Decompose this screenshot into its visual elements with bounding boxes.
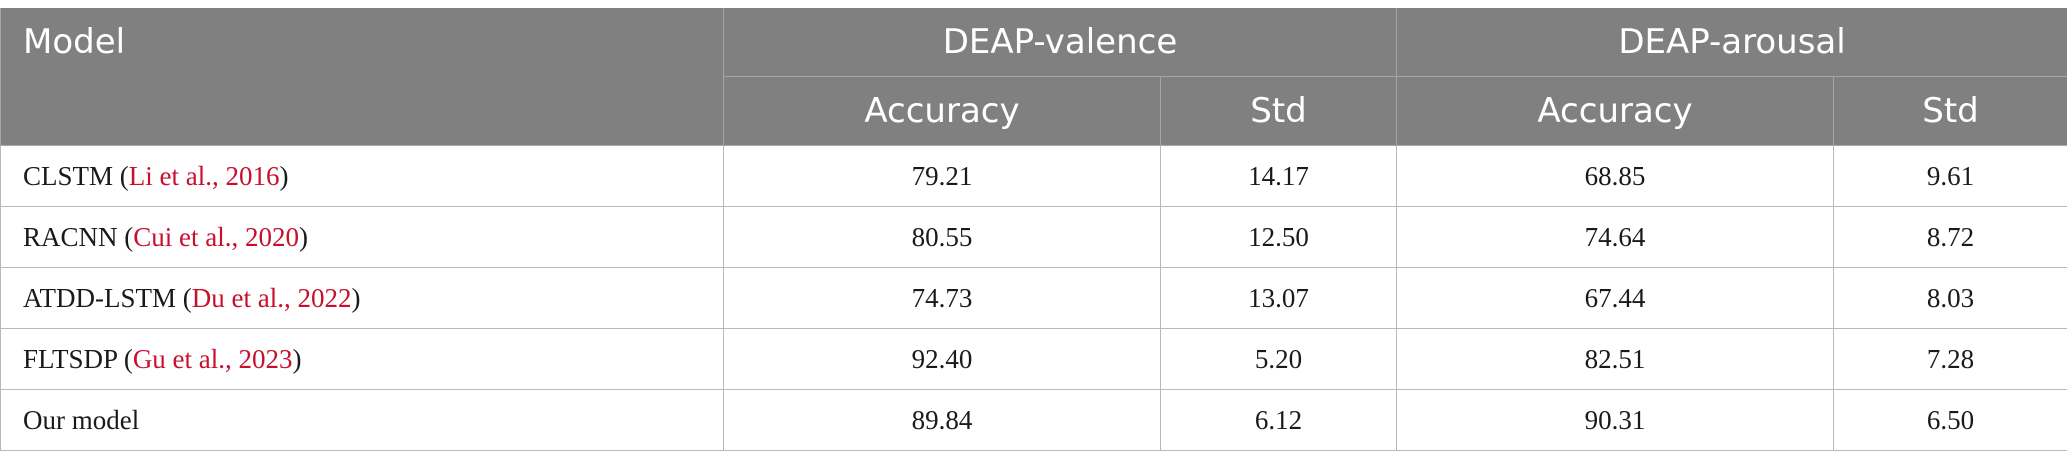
model-name: CLSTM xyxy=(23,160,114,191)
table-body: CLSTM (Li et al., 2016) 79.21 14.17 68.8… xyxy=(0,145,2067,451)
table-header: Model DEAP-valence DEAP-arousal Accuracy… xyxy=(0,8,2067,146)
header-row-metrics: Accuracy Std Accuracy Std xyxy=(1,76,2067,146)
arousal-accuracy-cell: 74.64 xyxy=(1396,206,1835,268)
table-row: CLSTM (Li et al., 2016) 79.21 14.17 68.8… xyxy=(0,145,2067,207)
model-cell: CLSTM (Li et al., 2016) xyxy=(0,145,724,207)
deap-valence-header: DEAP-valence xyxy=(722,8,1398,77)
valence-accuracy-cell: 92.40 xyxy=(723,328,1161,390)
arousal-accuracy-cell: 90.31 xyxy=(1396,389,1835,451)
model-name: FLTSDP xyxy=(23,343,118,374)
valence-std-header: Std xyxy=(1159,76,1398,146)
model-cell: Our model xyxy=(0,389,724,451)
arousal-std-cell: 8.72 xyxy=(1833,206,2067,268)
arousal-accuracy-header: Accuracy xyxy=(1396,76,1835,146)
valence-std-cell: 5.20 xyxy=(1159,328,1398,390)
arousal-std-cell: 6.50 xyxy=(1833,389,2067,451)
valence-accuracy-cell: 74.73 xyxy=(723,267,1161,329)
model-name: RACNN xyxy=(23,221,118,252)
table-row: ATDD-LSTM (Du et al., 2022) 74.73 13.07 … xyxy=(0,267,2067,329)
arousal-accuracy-cell: 67.44 xyxy=(1396,267,1835,329)
table-row: RACNN (Cui et al., 2020) 80.55 12.50 74.… xyxy=(0,206,2067,268)
arousal-accuracy-cell: 82.51 xyxy=(1396,328,1835,390)
valence-std-cell: 14.17 xyxy=(1159,145,1398,207)
valence-accuracy-cell: 89.84 xyxy=(723,389,1161,451)
valence-accuracy-cell: 80.55 xyxy=(723,206,1161,268)
arousal-std-cell: 8.03 xyxy=(1833,267,2067,329)
arousal-std-cell: 7.28 xyxy=(1833,328,2067,390)
valence-std-cell: 12.50 xyxy=(1159,206,1398,268)
table-row: Our model 89.84 6.12 90.31 6.50 xyxy=(0,389,2067,451)
arousal-std-cell: 9.61 xyxy=(1833,145,2067,207)
citation-link[interactable]: Cui et al., 2020 xyxy=(133,221,299,252)
valence-std-cell: 6.12 xyxy=(1159,389,1398,451)
model-cell: RACNN (Cui et al., 2020) xyxy=(0,206,724,268)
deap-arousal-header: DEAP-arousal xyxy=(1396,8,2067,77)
citation-link[interactable]: Gu et al., 2023 xyxy=(132,343,293,374)
model-cell: FLTSDP (Gu et al., 2023) xyxy=(0,328,724,390)
valence-accuracy-header: Accuracy xyxy=(723,76,1161,146)
valence-accuracy-cell: 79.21 xyxy=(723,145,1161,207)
model-cell: ATDD-LSTM (Du et al., 2022) xyxy=(0,267,724,329)
model-column-header: Model xyxy=(0,8,724,146)
valence-std-cell: 13.07 xyxy=(1159,267,1398,329)
model-name: ATDD-LSTM xyxy=(23,282,176,313)
header-row-groups: Model DEAP-valence DEAP-arousal xyxy=(0,8,2067,146)
arousal-std-header: Std xyxy=(1833,76,2067,146)
table-row: FLTSDP (Gu et al., 2023) 92.40 5.20 82.5… xyxy=(0,328,2067,390)
arousal-accuracy-cell: 68.85 xyxy=(1396,145,1835,207)
model-name: Our model xyxy=(23,404,140,435)
citation-link[interactable]: Li et al., 2016 xyxy=(128,160,280,191)
citation-link[interactable]: Du et al., 2022 xyxy=(191,282,352,313)
results-table: Model DEAP-valence DEAP-arousal Accuracy… xyxy=(0,8,2067,451)
